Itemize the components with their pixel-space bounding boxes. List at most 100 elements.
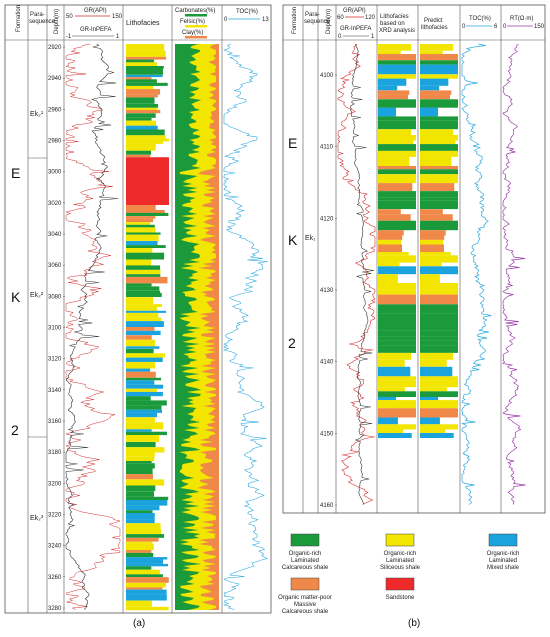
lithofacies-band <box>420 197 458 201</box>
lithofacies-band <box>126 405 162 410</box>
lithofacies-band <box>126 600 152 607</box>
depth-tick-label: 3200 <box>48 481 62 487</box>
legend-label: Laminated <box>489 558 517 564</box>
lithofacies-band <box>126 248 153 253</box>
depth-tick-label: 3120 <box>48 357 62 363</box>
lithofacies-band <box>126 491 154 497</box>
lithofacies-band <box>126 582 166 588</box>
lithofacies-band <box>378 391 416 397</box>
lithofacies-band <box>126 107 158 110</box>
lithofacies-band <box>126 276 168 284</box>
depth-tick-label: 3020 <box>48 201 62 207</box>
depth-header-b: Depth(m) <box>326 9 332 34</box>
lithofacies-band <box>420 408 458 418</box>
lithofacies-band <box>126 304 162 307</box>
gr-curve-a <box>65 43 121 610</box>
parasequence-ek22: Ek₂² <box>30 292 44 299</box>
lithofacies-band <box>378 44 411 51</box>
toc-max: 13 <box>262 17 269 23</box>
lithofacies-band <box>378 283 416 290</box>
depth-tick-label: 2940 <box>48 76 62 82</box>
gr-curve-b <box>337 43 376 505</box>
lithofacies-band <box>126 537 159 542</box>
lithofacies-band <box>126 292 162 297</box>
lithofacies-band <box>378 366 411 377</box>
toc-min-b: 0 <box>462 24 466 30</box>
legend-label: Laminated <box>291 558 319 564</box>
legend-label: Calcareous shale <box>282 609 329 615</box>
lithofacies-band <box>420 255 458 259</box>
lithofacies-band <box>126 485 156 492</box>
toc-min: 0 <box>224 17 228 23</box>
lithofacies-band <box>420 417 440 425</box>
lithofacies-band <box>420 336 458 341</box>
lithofacies-band <box>420 294 458 305</box>
lithofacies-band <box>420 140 456 145</box>
lithofacies-band <box>378 180 416 184</box>
lithofacies-band <box>126 474 153 480</box>
lithofacies-band <box>420 366 453 377</box>
lithofacies-band <box>420 144 458 151</box>
depth-tick-label: 3140 <box>48 388 62 394</box>
legend-label: Siliceous shale <box>380 565 421 571</box>
lithofacies-band <box>420 174 458 180</box>
lithofacies-band <box>420 359 447 367</box>
lithofacies-band <box>126 510 153 513</box>
lithofacies-band <box>126 290 160 293</box>
lithofacies-band <box>126 587 163 590</box>
toc-line-a <box>222 43 269 610</box>
parasequence-header-2: sequence <box>29 19 56 25</box>
lithofacies-band <box>126 269 161 275</box>
lithofacies-band <box>126 135 166 139</box>
lithofacies-band <box>378 376 416 381</box>
lithofacies-band <box>378 54 416 61</box>
lithofacies-band <box>126 147 156 151</box>
lithofacies-band <box>378 144 416 151</box>
lithofacies-band <box>126 321 164 327</box>
lithofacies-band <box>420 321 458 327</box>
mineral-column-a <box>175 44 219 610</box>
lithofacies-band <box>126 117 152 121</box>
lithofacies-band <box>126 252 165 260</box>
lithofacies-band <box>378 174 416 180</box>
lithofacies-band <box>126 377 161 381</box>
lithofacies-band <box>126 56 167 60</box>
lithofacies-band <box>420 433 454 438</box>
depth-tick-label: 4160 <box>320 503 334 509</box>
lithofacies-band <box>378 200 416 210</box>
lithofacies-band <box>420 169 458 175</box>
lithofacies-band <box>378 116 416 121</box>
depth-tick-label: 3160 <box>48 419 62 425</box>
gr-line-b <box>337 43 376 505</box>
parasequence-ek1: Ek₁ <box>305 235 316 242</box>
lithofacies-band <box>378 274 398 283</box>
lithofacies-band <box>126 210 165 213</box>
lithofacies-band <box>126 330 161 336</box>
lithofacies-band <box>378 433 412 438</box>
gr-min: 50 <box>66 14 73 20</box>
lithofacies-band <box>378 140 414 145</box>
lithofacies-band <box>378 129 411 135</box>
lithofacies-band <box>420 283 458 290</box>
lithofacies-band <box>378 266 416 275</box>
lithofacies-band <box>126 222 151 225</box>
lithofacies-band <box>126 68 163 75</box>
lithofacies-band <box>126 357 163 362</box>
depth-tick-label: 3040 <box>48 232 62 238</box>
lithofacies-band <box>126 310 166 313</box>
lithofacies-band <box>126 94 158 98</box>
formation-letter-k: K <box>11 289 21 305</box>
lithofacies-band <box>378 258 416 263</box>
lithofacies-band <box>420 94 450 100</box>
depth-tick-label: 3080 <box>48 294 62 300</box>
inpefa-min: -1 <box>66 34 72 40</box>
lithofacies-band <box>378 313 416 321</box>
toc-line-b <box>461 43 492 505</box>
lithofacies-band <box>378 380 416 388</box>
lithofacies-band <box>126 566 152 570</box>
lithofacies-band <box>420 107 438 117</box>
lithofacies-band <box>126 519 155 524</box>
lithofacies-band <box>126 154 151 158</box>
lithofacies-band <box>378 107 396 117</box>
